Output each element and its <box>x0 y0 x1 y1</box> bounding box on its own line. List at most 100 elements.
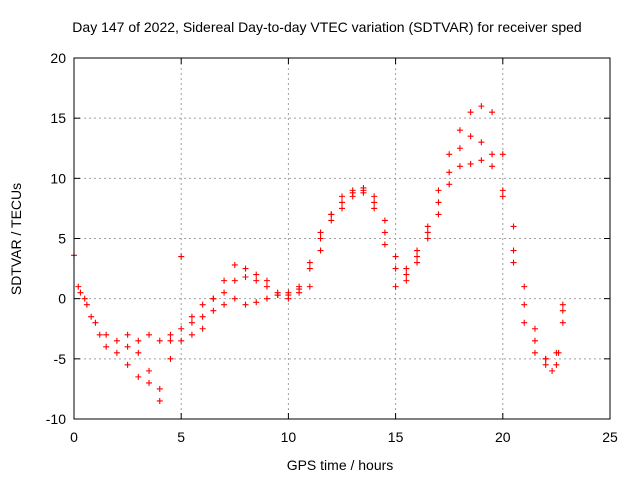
data-point-marker <box>478 139 485 146</box>
chart-title: Day 147 of 2022, Sidereal Day-to-day VTE… <box>72 19 581 35</box>
data-point-marker <box>559 319 566 326</box>
data-point-marker <box>521 319 528 326</box>
data-point-marker <box>199 301 206 308</box>
data-point-marker <box>296 289 303 296</box>
data-point-marker <box>263 295 270 302</box>
data-point-marker <box>499 151 506 158</box>
data-point-marker <box>414 253 421 260</box>
data-point-marker <box>559 307 566 314</box>
data-point-marker <box>478 103 485 110</box>
data-point-marker <box>424 229 431 236</box>
data-point-marker <box>446 181 453 188</box>
x-tick-label: 15 <box>388 429 404 445</box>
data-point-marker <box>553 349 560 356</box>
data-point-marker <box>199 313 206 320</box>
data-point-marker <box>75 283 82 290</box>
series-curve-1 <box>71 103 566 392</box>
x-tick-label: 5 <box>177 429 185 445</box>
data-point-marker <box>167 337 174 344</box>
data-point-marker <box>113 349 120 356</box>
data-point-marker <box>178 325 185 332</box>
data-point-marker <box>242 265 249 272</box>
data-point-marker <box>167 355 174 362</box>
y-axis-label: SDTVAR / TECUs <box>8 183 24 295</box>
x-tick-label: 0 <box>70 429 78 445</box>
data-point-marker <box>135 337 142 344</box>
data-point-marker <box>403 277 410 284</box>
data-point-marker <box>371 199 378 206</box>
plot-frame <box>73 57 611 420</box>
data-point-marker <box>489 151 496 158</box>
data-point-marker <box>521 283 528 290</box>
data-point-marker <box>531 349 538 356</box>
data-point-marker <box>146 379 153 386</box>
y-tick-label: 0 <box>58 291 66 307</box>
data-point-marker <box>167 331 174 338</box>
data-point-marker <box>81 295 88 302</box>
data-point-marker <box>113 337 120 344</box>
data-point-marker <box>306 283 313 290</box>
data-point-marker <box>371 193 378 200</box>
y-tick-label: 10 <box>50 170 66 186</box>
data-point-marker <box>549 367 556 374</box>
data-point-marker <box>231 277 238 284</box>
y-tick-label: -10 <box>46 411 66 427</box>
data-point-marker <box>92 319 99 326</box>
data-point-marker <box>103 343 110 350</box>
data-point-marker <box>381 217 388 224</box>
data-point-marker <box>188 331 195 338</box>
data-point-marker <box>124 361 131 368</box>
data-point-marker <box>317 247 324 254</box>
data-point-marker <box>135 349 142 356</box>
data-point-marker <box>221 301 228 308</box>
data-point-marker <box>446 169 453 176</box>
y-tick-label: -5 <box>54 351 67 367</box>
data-point-marker <box>253 271 260 278</box>
x-tick-label: 10 <box>281 429 297 445</box>
data-point-marker <box>478 157 485 164</box>
data-point-marker <box>435 199 442 206</box>
grid-lines <box>74 58 610 419</box>
data-point-marker <box>424 235 431 242</box>
data-point-marker <box>188 319 195 326</box>
data-point-marker <box>96 331 103 338</box>
data-point-marker <box>210 295 217 302</box>
data-point-marker <box>124 331 131 338</box>
data-point-marker <box>221 289 228 296</box>
data-point-marker <box>296 283 303 290</box>
data-point-marker <box>135 373 142 380</box>
data-point-marker <box>360 189 367 196</box>
data-point-marker <box>124 343 131 350</box>
data-point-marker <box>156 397 163 404</box>
data-point-marker <box>403 271 410 278</box>
data-point-marker <box>531 337 538 344</box>
data-point-marker <box>231 261 238 268</box>
data-point-marker <box>328 217 335 224</box>
data-point-marker <box>178 337 185 344</box>
data-point-marker <box>456 127 463 134</box>
data-point-marker <box>77 289 84 296</box>
data-point-marker <box>253 277 260 284</box>
data-point-marker <box>510 223 517 230</box>
data-point-marker <box>392 265 399 272</box>
data-point-marker <box>510 259 517 266</box>
data-point-marker <box>467 133 474 140</box>
series-curve-2 <box>77 133 566 368</box>
data-point-marker <box>446 151 453 158</box>
data-point-marker <box>339 199 345 206</box>
x-tick-labels: 0 5 10 15 20 25 <box>70 429 618 445</box>
y-tick-labels: -10 -5 0 5 10 15 20 <box>46 50 66 427</box>
data-point-marker <box>392 283 399 290</box>
data-point-marker <box>231 295 238 302</box>
data-point-marker <box>349 193 356 200</box>
data-point-marker <box>263 277 270 284</box>
data-point-marker <box>371 205 378 212</box>
data-point-marker <box>88 313 95 320</box>
data-point-marker <box>103 331 110 338</box>
data-point-marker <box>392 253 399 260</box>
data-point-marker <box>559 301 566 308</box>
data-point-marker <box>221 277 228 284</box>
data-point-marker <box>489 109 496 116</box>
data-point-marker <box>83 301 90 308</box>
